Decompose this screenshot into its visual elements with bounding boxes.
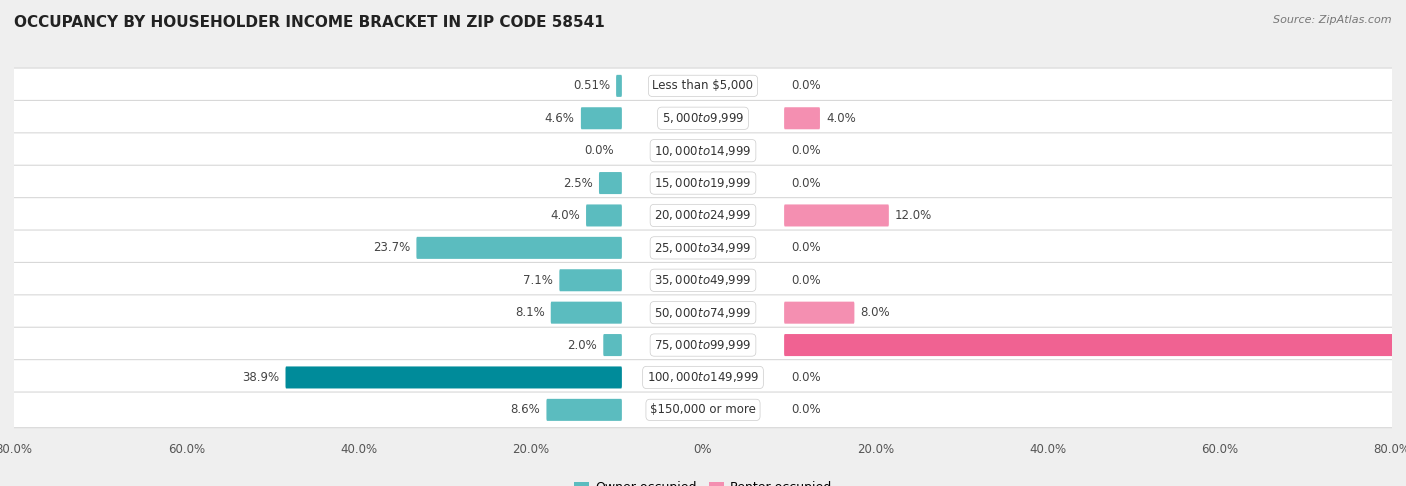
Text: $5,000 to $9,999: $5,000 to $9,999 [662, 111, 744, 125]
FancyBboxPatch shape [547, 399, 621, 421]
FancyBboxPatch shape [581, 107, 621, 129]
Text: 4.0%: 4.0% [827, 112, 856, 125]
Text: $20,000 to $24,999: $20,000 to $24,999 [654, 208, 752, 223]
FancyBboxPatch shape [551, 302, 621, 324]
Text: OCCUPANCY BY HOUSEHOLDER INCOME BRACKET IN ZIP CODE 58541: OCCUPANCY BY HOUSEHOLDER INCOME BRACKET … [14, 15, 605, 30]
Text: Source: ZipAtlas.com: Source: ZipAtlas.com [1274, 15, 1392, 25]
FancyBboxPatch shape [8, 133, 1398, 169]
FancyBboxPatch shape [603, 334, 621, 356]
FancyBboxPatch shape [8, 165, 1398, 201]
FancyBboxPatch shape [8, 295, 1398, 330]
FancyBboxPatch shape [8, 392, 1398, 428]
FancyBboxPatch shape [8, 360, 1398, 395]
Text: 38.9%: 38.9% [242, 371, 280, 384]
FancyBboxPatch shape [616, 75, 621, 97]
FancyBboxPatch shape [586, 205, 621, 226]
Text: 0.0%: 0.0% [792, 176, 821, 190]
Text: 0.0%: 0.0% [792, 274, 821, 287]
Text: 0.0%: 0.0% [792, 403, 821, 417]
Text: $10,000 to $14,999: $10,000 to $14,999 [654, 144, 752, 157]
Text: $35,000 to $49,999: $35,000 to $49,999 [654, 273, 752, 287]
Text: 0.0%: 0.0% [792, 242, 821, 254]
Text: 8.0%: 8.0% [860, 306, 890, 319]
Text: 7.1%: 7.1% [523, 274, 553, 287]
FancyBboxPatch shape [8, 68, 1398, 104]
Text: 0.0%: 0.0% [792, 79, 821, 92]
Text: 0.0%: 0.0% [792, 144, 821, 157]
FancyBboxPatch shape [785, 334, 1406, 356]
Text: 2.5%: 2.5% [562, 176, 593, 190]
FancyBboxPatch shape [785, 302, 855, 324]
Text: $15,000 to $19,999: $15,000 to $19,999 [654, 176, 752, 190]
FancyBboxPatch shape [785, 205, 889, 226]
Text: $75,000 to $99,999: $75,000 to $99,999 [654, 338, 752, 352]
Text: 23.7%: 23.7% [373, 242, 411, 254]
FancyBboxPatch shape [416, 237, 621, 259]
Text: $25,000 to $34,999: $25,000 to $34,999 [654, 241, 752, 255]
FancyBboxPatch shape [8, 230, 1398, 266]
Text: $100,000 to $149,999: $100,000 to $149,999 [647, 370, 759, 384]
Text: 0.0%: 0.0% [585, 144, 614, 157]
Text: 4.0%: 4.0% [550, 209, 579, 222]
Text: 8.1%: 8.1% [515, 306, 544, 319]
Text: $150,000 or more: $150,000 or more [650, 403, 756, 417]
FancyBboxPatch shape [785, 107, 820, 129]
FancyBboxPatch shape [8, 198, 1398, 233]
Text: 0.0%: 0.0% [792, 371, 821, 384]
Legend: Owner-occupied, Renter-occupied: Owner-occupied, Renter-occupied [568, 476, 838, 486]
Text: 0.51%: 0.51% [572, 79, 610, 92]
FancyBboxPatch shape [8, 327, 1398, 363]
Text: $50,000 to $74,999: $50,000 to $74,999 [654, 306, 752, 320]
Text: 12.0%: 12.0% [896, 209, 932, 222]
FancyBboxPatch shape [560, 269, 621, 291]
FancyBboxPatch shape [599, 172, 621, 194]
Text: 2.0%: 2.0% [568, 339, 598, 351]
FancyBboxPatch shape [8, 101, 1398, 136]
FancyBboxPatch shape [8, 262, 1398, 298]
FancyBboxPatch shape [285, 366, 621, 388]
Text: 4.6%: 4.6% [544, 112, 575, 125]
Text: 8.6%: 8.6% [510, 403, 540, 417]
Text: Less than $5,000: Less than $5,000 [652, 79, 754, 92]
